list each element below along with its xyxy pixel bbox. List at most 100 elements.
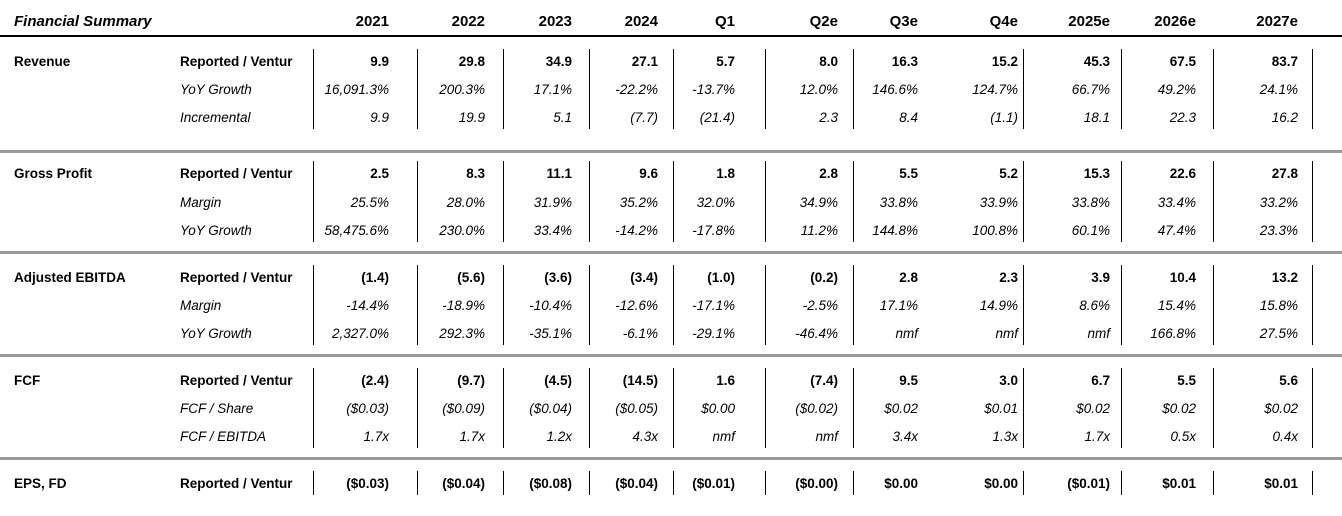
column-gridline bbox=[589, 161, 590, 242]
column-gridline bbox=[503, 265, 504, 345]
column-gridline bbox=[1023, 368, 1024, 448]
col-header: 2026e bbox=[1154, 13, 1196, 30]
table-row: FCF / Share ($0.03) ($0.09) ($0.04) ($0.05) $… bbox=[0, 398, 1342, 420]
col-header: Q3e bbox=[889, 13, 918, 30]
value-cell: 24.1% bbox=[1259, 82, 1298, 97]
value-cell: -17.8% bbox=[692, 223, 735, 238]
column-gridline bbox=[1023, 161, 1024, 242]
table-row: Incremental 9.9 19.9 5.1 (7.7) (21.4) 2.3 8.4 (1… bbox=[0, 107, 1342, 129]
value-cell: 9.9 bbox=[370, 54, 389, 69]
value-cell: 10.4 bbox=[1169, 270, 1196, 285]
col-header: 2022 bbox=[451, 13, 485, 30]
column-gridline bbox=[765, 368, 766, 448]
value-cell: 5.5 bbox=[899, 166, 918, 181]
value-cell: -2.5% bbox=[802, 298, 838, 313]
value-cell: $0.02 bbox=[884, 401, 918, 416]
row-label: YoY Growth bbox=[180, 223, 252, 238]
value-cell: -13.7% bbox=[692, 82, 735, 97]
value-cell: 2.3 bbox=[819, 110, 838, 125]
column-gridline bbox=[1213, 161, 1214, 242]
value-cell: -46.4% bbox=[795, 326, 838, 341]
row-label: Margin bbox=[180, 195, 222, 210]
value-cell: 11.2% bbox=[800, 223, 838, 238]
value-cell: 8.0 bbox=[819, 54, 838, 69]
value-cell: 2,327.0% bbox=[331, 326, 389, 341]
value-cell: (7.7) bbox=[630, 110, 658, 125]
column-gridline bbox=[673, 161, 674, 242]
value-cell: 33.2% bbox=[1259, 195, 1298, 210]
column-gridline bbox=[589, 471, 590, 495]
value-cell: 32.0% bbox=[696, 195, 735, 210]
column-gridline bbox=[765, 471, 766, 495]
value-cell: (3.4) bbox=[630, 270, 658, 285]
col-header: Q2e bbox=[809, 13, 838, 30]
value-cell: 166.8% bbox=[1150, 326, 1196, 341]
table-row: FCF / EBITDA 1.7x 1.7x 1.2x 4.3x nmf nmf 3.4x 1.… bbox=[0, 426, 1342, 448]
value-cell: 31.9% bbox=[533, 195, 572, 210]
value-cell: nmf bbox=[895, 326, 918, 341]
value-cell: $0.00 bbox=[984, 476, 1018, 491]
value-cell: -14.2% bbox=[615, 223, 658, 238]
value-cell: nmf bbox=[815, 429, 838, 444]
table-row: Revenue Reported / Ventur 9.9 29.8 34.9 27.1 5… bbox=[0, 51, 1342, 73]
value-cell: 27.8 bbox=[1271, 166, 1298, 181]
value-cell: 11.1 bbox=[546, 166, 572, 181]
value-cell: nmf bbox=[1087, 326, 1110, 341]
section-name: EPS, FD bbox=[14, 476, 67, 491]
value-cell: 15.4% bbox=[1157, 298, 1196, 313]
value-cell: 1.6 bbox=[716, 373, 735, 388]
label-column-border bbox=[313, 471, 314, 495]
column-gridline bbox=[1213, 49, 1214, 129]
value-cell: ($0.09) bbox=[442, 401, 485, 416]
column-gridline bbox=[1213, 471, 1214, 495]
column-gridline bbox=[1213, 265, 1214, 345]
value-cell: 146.6% bbox=[872, 82, 918, 97]
value-cell: $0.00 bbox=[701, 401, 735, 416]
value-cell: ($0.04) bbox=[442, 476, 485, 491]
value-cell: 34.9% bbox=[799, 195, 838, 210]
row-label: Reported / Ventur bbox=[180, 476, 293, 491]
value-cell: 12.0% bbox=[799, 82, 838, 97]
value-cell: $0.01 bbox=[1162, 476, 1196, 491]
value-cell: 9.6 bbox=[639, 166, 658, 181]
section-name: Adjusted EBITDA bbox=[14, 270, 126, 285]
column-gridline bbox=[673, 265, 674, 345]
section-divider bbox=[0, 457, 1342, 460]
column-gridline bbox=[417, 471, 418, 495]
column-gridline bbox=[417, 265, 418, 345]
column-gridline bbox=[503, 161, 504, 242]
value-cell: 5.5 bbox=[1177, 373, 1196, 388]
section-name: FCF bbox=[14, 373, 41, 388]
column-gridline bbox=[853, 368, 854, 448]
value-cell: ($0.02) bbox=[795, 401, 838, 416]
column-gridline bbox=[1312, 471, 1313, 495]
value-cell: $0.02 bbox=[1264, 401, 1298, 416]
value-cell: 33.4% bbox=[1157, 195, 1196, 210]
value-cell: 5.1 bbox=[553, 110, 572, 125]
value-cell: 17.1% bbox=[879, 298, 918, 313]
value-cell: 23.3% bbox=[1259, 223, 1298, 238]
value-cell: 1.7x bbox=[363, 429, 389, 444]
col-header: 2027e bbox=[1256, 13, 1298, 30]
col-header: Q1 bbox=[714, 13, 735, 30]
table-row: Adjusted EBITDA Reported / Ventur (1.4) (5.… bbox=[0, 267, 1342, 289]
value-cell: 35.2% bbox=[619, 195, 658, 210]
value-cell: 28.0% bbox=[446, 195, 485, 210]
value-cell: 27.1 bbox=[631, 54, 658, 69]
column-gridline bbox=[589, 368, 590, 448]
value-cell: (14.5) bbox=[622, 373, 658, 388]
section-divider bbox=[0, 251, 1342, 254]
value-cell: (1.0) bbox=[707, 270, 735, 285]
value-cell: $0.02 bbox=[1162, 401, 1196, 416]
value-cell: (5.6) bbox=[457, 270, 485, 285]
value-cell: 66.7% bbox=[1071, 82, 1110, 97]
value-cell: 58,475.6% bbox=[324, 223, 389, 238]
value-cell: 3.9 bbox=[1091, 270, 1110, 285]
column-gridline bbox=[1121, 471, 1122, 495]
row-label: YoY Growth bbox=[180, 82, 252, 97]
value-cell: 0.4x bbox=[1272, 429, 1298, 444]
column-gridline bbox=[417, 368, 418, 448]
label-column-border bbox=[313, 49, 314, 129]
label-column-border bbox=[313, 265, 314, 345]
value-cell: -14.4% bbox=[346, 298, 389, 313]
